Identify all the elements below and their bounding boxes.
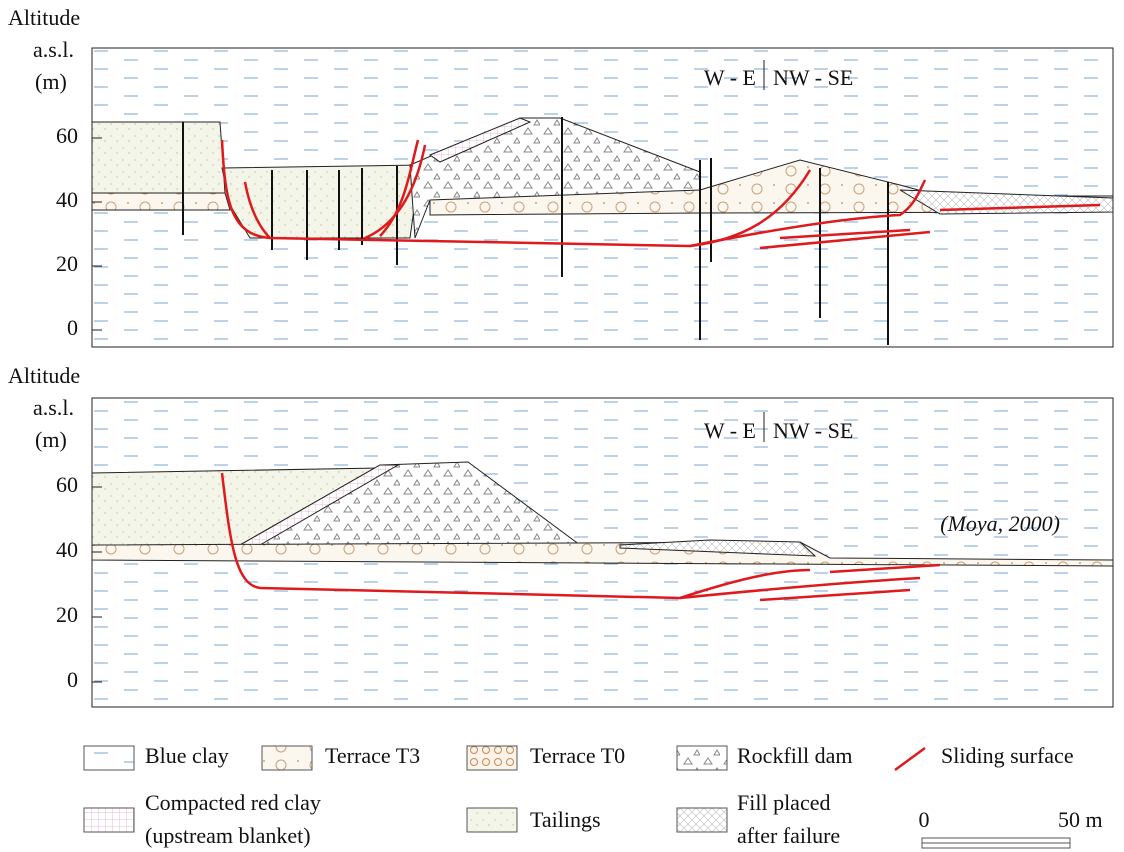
legend-label: (upstream blanket)	[145, 823, 311, 848]
citation: (Moya, 2000)	[940, 511, 1060, 536]
axis-label: a.s.l.	[33, 395, 74, 420]
axis-label: (m)	[35, 69, 67, 94]
y-tick-label: 60	[56, 123, 78, 148]
y-tick-label: 40	[56, 187, 78, 212]
section-2	[91, 397, 1114, 708]
axis-label: Altitude	[8, 5, 80, 30]
y-tick-label: 20	[56, 251, 78, 276]
legend-label: Tailings	[530, 807, 601, 832]
orientation: W - E	[704, 65, 756, 90]
orientation: NW - SE	[773, 418, 853, 443]
legend-label: Fill placed	[737, 790, 830, 815]
scale-end: 50 m	[1058, 807, 1103, 832]
legend-label: Terrace T0	[530, 743, 625, 768]
y-tick-label: 40	[56, 537, 78, 562]
legend-label: Terrace T3	[325, 743, 420, 768]
orientation: W - E	[704, 418, 756, 443]
axis-label: (m)	[35, 427, 67, 452]
section-1	[91, 47, 1114, 348]
y-tick-label: 20	[56, 602, 78, 627]
legend-label: Blue clay	[145, 743, 229, 768]
y-tick-label: 0	[67, 315, 78, 340]
legend-label: Sliding surface	[941, 743, 1074, 768]
axis-label: a.s.l.	[33, 37, 74, 62]
y-tick-label: 60	[56, 472, 78, 497]
axis-label: Altitude	[8, 363, 80, 388]
legend	[83, 745, 1071, 849]
orientation: NW - SE	[773, 65, 853, 90]
scale-start: 0	[919, 807, 930, 832]
legend-label: Rockfill dam	[737, 743, 852, 768]
legend-label: after failure	[737, 823, 840, 848]
y-tick-label: 0	[67, 667, 78, 692]
legend-label: Compacted red clay	[145, 790, 321, 815]
